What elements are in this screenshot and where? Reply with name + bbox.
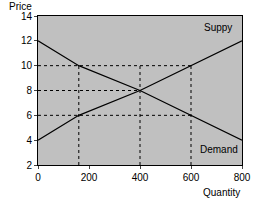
svg-text:Quantity: Quantity bbox=[203, 187, 240, 198]
svg-text:Suppy: Suppy bbox=[204, 22, 232, 33]
svg-text:200: 200 bbox=[81, 172, 98, 183]
svg-text:4: 4 bbox=[26, 135, 32, 146]
svg-text:0: 0 bbox=[35, 172, 41, 183]
svg-text:14: 14 bbox=[21, 11, 33, 22]
svg-text:10: 10 bbox=[21, 60, 33, 71]
svg-text:600: 600 bbox=[183, 172, 200, 183]
svg-text:6: 6 bbox=[26, 110, 32, 121]
svg-text:12: 12 bbox=[21, 35, 33, 46]
svg-text:Price: Price bbox=[9, 1, 32, 12]
svg-text:2: 2 bbox=[26, 160, 32, 171]
svg-text:800: 800 bbox=[234, 172, 251, 183]
svg-text:Demand: Demand bbox=[200, 144, 238, 155]
svg-text:400: 400 bbox=[132, 172, 149, 183]
svg-text:8: 8 bbox=[26, 85, 32, 96]
